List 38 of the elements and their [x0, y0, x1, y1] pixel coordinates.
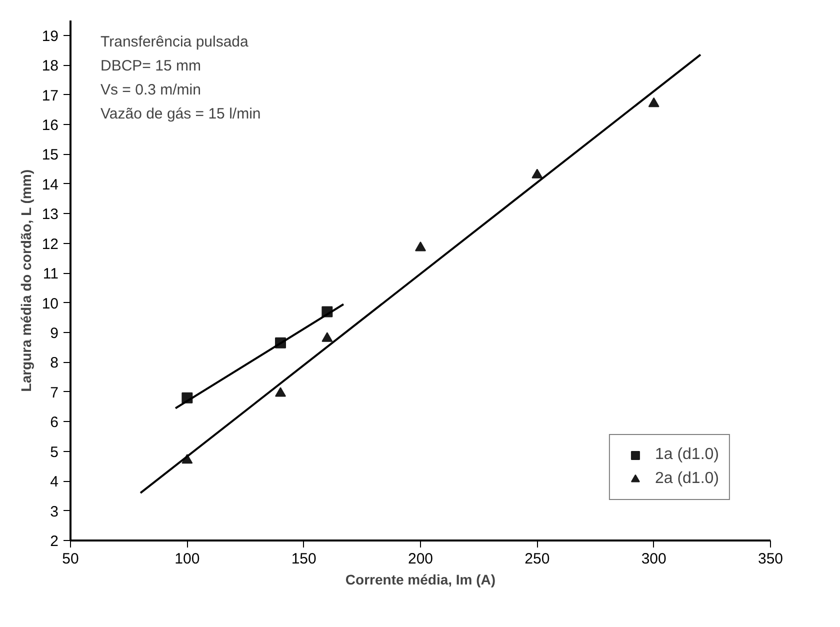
y-tick-label: 8: [50, 354, 58, 372]
point: [532, 168, 543, 178]
y-tick-label: 11: [42, 266, 59, 283]
y-tick-label: 12: [42, 236, 59, 253]
x-axis-title: Corrente média, Im (A): [345, 572, 496, 588]
y-axis-title: Largura média do cordão, L (mm): [18, 170, 34, 392]
y-tick-label: 15: [42, 146, 59, 164]
y-tick-label: 9: [50, 325, 58, 342]
y-tick-label: 18: [42, 58, 59, 75]
x-tick-label: 100: [174, 550, 200, 568]
x-tick-label: 50: [62, 550, 79, 568]
y-tick-label: 6: [50, 414, 58, 432]
annotation: Transferência pulsada: [100, 34, 250, 50]
legend-label: 1a (d1.0): [654, 446, 719, 464]
y-tick-label: 10: [42, 295, 59, 312]
y-tick-label: 7: [50, 384, 58, 402]
point: [275, 387, 286, 397]
y-tick-label: 17: [42, 87, 59, 104]
y-tick-label: 2: [50, 533, 58, 550]
annotation: Vazão de gás = 15 l/min: [100, 106, 261, 122]
x-tick-label: 200: [408, 550, 434, 568]
y-tick-label: 16: [42, 117, 59, 134]
annotation: Vs = 0.3 m/min: [100, 82, 201, 98]
y-tick-label: 13: [42, 206, 59, 224]
point: [648, 97, 660, 108]
x-tick-label: 250: [524, 550, 550, 568]
y-tick-label: 3: [50, 503, 58, 520]
point: [415, 242, 426, 252]
x-tick-label: 350: [758, 550, 784, 568]
point: [322, 332, 333, 342]
annotation: DBCP= 15 mm: [100, 58, 201, 74]
x-tick-label: 300: [641, 550, 666, 568]
y-tick-label: 19: [42, 28, 59, 45]
legend-label: 2a (d1.0): [654, 470, 719, 488]
y-tick-label: 14: [42, 176, 59, 194]
y-tick-label: 4: [50, 474, 58, 491]
y-tick-label: 5: [50, 444, 58, 461]
x-tick-label: 150: [291, 550, 316, 568]
